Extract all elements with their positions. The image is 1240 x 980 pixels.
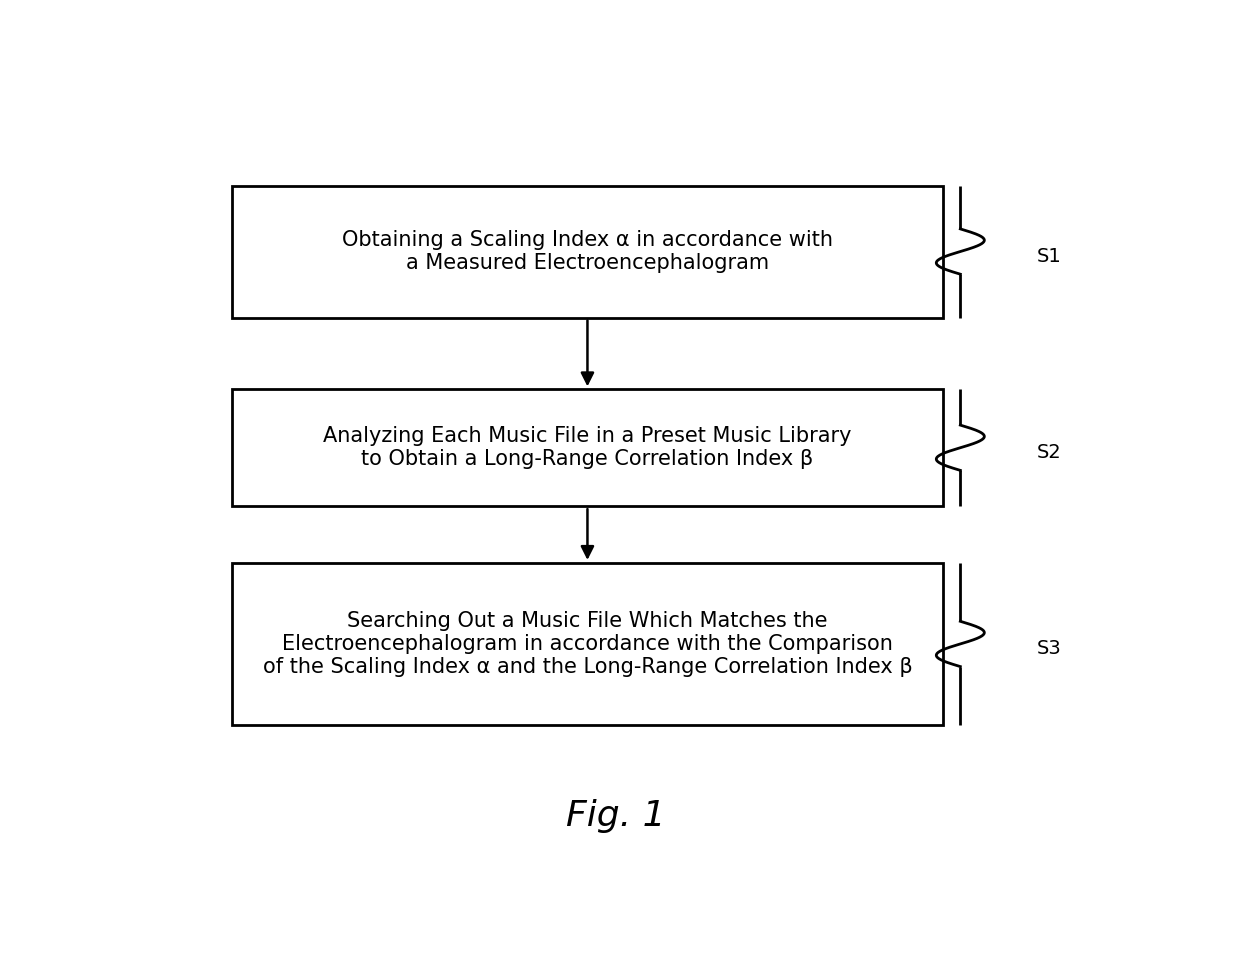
- Text: Fig. 1: Fig. 1: [567, 799, 666, 833]
- Bar: [232, 389, 942, 507]
- Bar: [232, 563, 942, 725]
- Bar: [232, 185, 942, 318]
- Text: Searching Out a Music File Which Matches the
Electroencephalogram in accordance : Searching Out a Music File Which Matches…: [263, 611, 913, 677]
- Text: S3: S3: [1037, 639, 1061, 658]
- Text: S1: S1: [1037, 247, 1061, 266]
- Text: Analyzing Each Music File in a Preset Music Library
to Obtain a Long-Range Corre: Analyzing Each Music File in a Preset Mu…: [324, 426, 852, 469]
- Text: S2: S2: [1037, 443, 1061, 462]
- Text: Obtaining a Scaling Index α in accordance with
a Measured Electroencephalogram: Obtaining a Scaling Index α in accordanc…: [342, 230, 833, 273]
